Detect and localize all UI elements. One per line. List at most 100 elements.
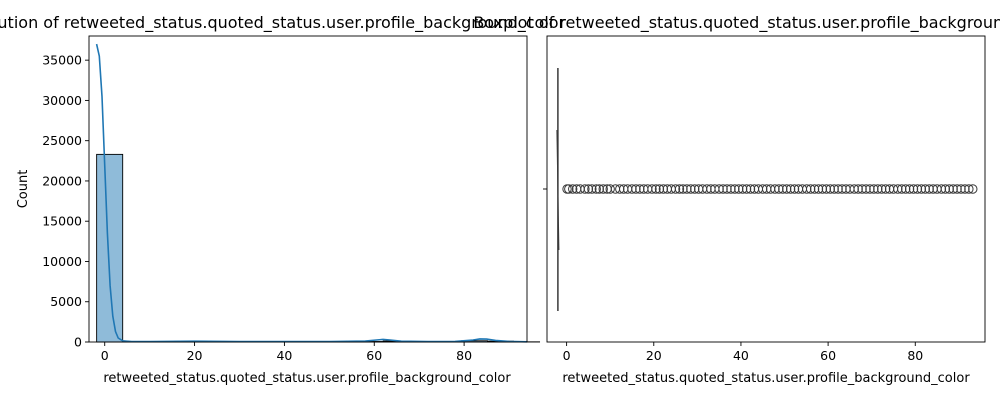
outlier-point: [564, 184, 574, 194]
outlier-point: [714, 184, 724, 194]
outlier-point: [730, 184, 740, 194]
outlier-point: [952, 184, 962, 194]
outlier-point: [690, 184, 700, 194]
y-tick-label: 20000: [42, 173, 82, 188]
boxplot-x-axis-label: retweeted_status.quoted_status.user.prof…: [562, 371, 970, 386]
outlier-point: [924, 184, 934, 194]
outlier-point: [805, 184, 816, 194]
x-tick-label: 40: [276, 348, 292, 363]
outlier-point: [880, 184, 891, 194]
outlier-point: [734, 184, 744, 194]
outlier-point: [598, 184, 608, 194]
outlier-point: [908, 184, 919, 194]
outlier-point: [853, 184, 863, 194]
outlier-point: [605, 184, 615, 194]
outlier-point: [813, 184, 824, 194]
outlier-point: [770, 184, 780, 194]
x-tick-label: 0: [101, 348, 109, 363]
histogram-bar: [96, 153, 124, 343]
histogram-axes-frame: [88, 35, 528, 343]
histogram-y-axis-label: Count: [16, 170, 31, 209]
outlier-point: [936, 184, 947, 194]
outlier-point: [817, 184, 828, 194]
histogram-bars: [96, 153, 541, 343]
outlier-point: [956, 184, 966, 194]
outlier-point: [789, 184, 800, 194]
outlier-point: [651, 184, 661, 194]
outlier-point: [583, 184, 594, 194]
outlier-point: [737, 184, 748, 194]
y-tick-label: 30000: [42, 93, 82, 108]
outlier-point: [678, 184, 688, 194]
x-tick-label: 80: [907, 348, 923, 363]
outlier-point: [865, 184, 875, 194]
outlier-point: [849, 184, 859, 194]
outlier-point: [861, 184, 871, 194]
outlier-point: [758, 184, 768, 194]
boxplot-median: [556, 129, 560, 251]
outlier-point: [873, 184, 883, 194]
outlier-point: [960, 184, 970, 194]
outlier-point: [774, 184, 784, 194]
outlier-point: [635, 184, 645, 194]
outlier-point: [968, 184, 978, 194]
outlier-point: [587, 184, 597, 194]
outlier-point: [920, 184, 930, 194]
outlier-point: [778, 184, 788, 194]
outlier-point: [615, 184, 625, 194]
boxplot-x-ticks: 0 20 40 60 80: [563, 342, 923, 363]
boxplot-panel: Boxplot of retweeted_status.quoted_statu…: [473, 13, 1000, 386]
outlier-point: [837, 184, 847, 194]
x-tick-label: 20: [646, 348, 662, 363]
x-tick-label: 0: [563, 348, 571, 363]
outlier-point: [897, 184, 907, 194]
outlier-point: [741, 184, 752, 194]
y-tick-label: 25000: [42, 133, 82, 148]
y-tick-label: 10000: [42, 254, 82, 269]
outlier-point: [833, 184, 843, 194]
y-tick-label: 15000: [42, 214, 82, 229]
outlier-point: [904, 184, 915, 194]
outlier-point: [857, 184, 867, 194]
outlier-point: [964, 184, 974, 194]
boxplot-whiskers: [556, 68, 560, 311]
x-tick-label: 40: [733, 348, 749, 363]
outlier-point: [718, 184, 728, 194]
histogram-panel: Distribution of retweeted_status.quoted_…: [0, 13, 566, 386]
outlier-point: [782, 184, 792, 194]
outlier-point: [877, 184, 887, 194]
outlier-point: [591, 184, 601, 194]
histogram-title: Distribution of retweeted_status.quoted_…: [0, 13, 566, 33]
outlier-point: [893, 184, 903, 194]
boxplot-title: Boxplot of retweeted_status.quoted_statu…: [473, 13, 1000, 33]
outlier-point: [580, 184, 590, 194]
x-tick-label: 20: [187, 348, 203, 363]
outlier-point: [726, 184, 736, 194]
outlier-point: [912, 184, 923, 194]
outlier-point: [940, 184, 951, 194]
outlier-point: [658, 184, 669, 194]
histogram-x-axis-label: retweeted_status.quoted_status.user.prof…: [103, 371, 511, 386]
boxplot-outliers: [562, 184, 978, 194]
outlier-point: [702, 184, 712, 194]
outlier-point: [647, 184, 657, 194]
outlier-point: [674, 184, 685, 194]
outlier-point: [944, 184, 954, 194]
outlier-point: [916, 184, 927, 194]
outlier-point: [654, 184, 665, 194]
outlier-point: [809, 184, 820, 194]
outlier-point: [802, 184, 812, 194]
y-tick-label: 0: [74, 335, 82, 350]
outlier-point: [568, 184, 578, 194]
y-tick-label: 35000: [42, 53, 82, 68]
outlier-point: [745, 184, 756, 194]
outlier-point: [670, 184, 681, 194]
outlier-point: [825, 184, 835, 194]
outlier-point: [829, 184, 839, 194]
outlier-point: [682, 184, 692, 194]
x-tick-label: 60: [366, 348, 382, 363]
outlier-point: [900, 184, 911, 194]
histogram-y-ticks: 0 5000 10000 15000 20000 25000 30000 35000: [42, 53, 89, 350]
outlier-point: [631, 184, 641, 194]
